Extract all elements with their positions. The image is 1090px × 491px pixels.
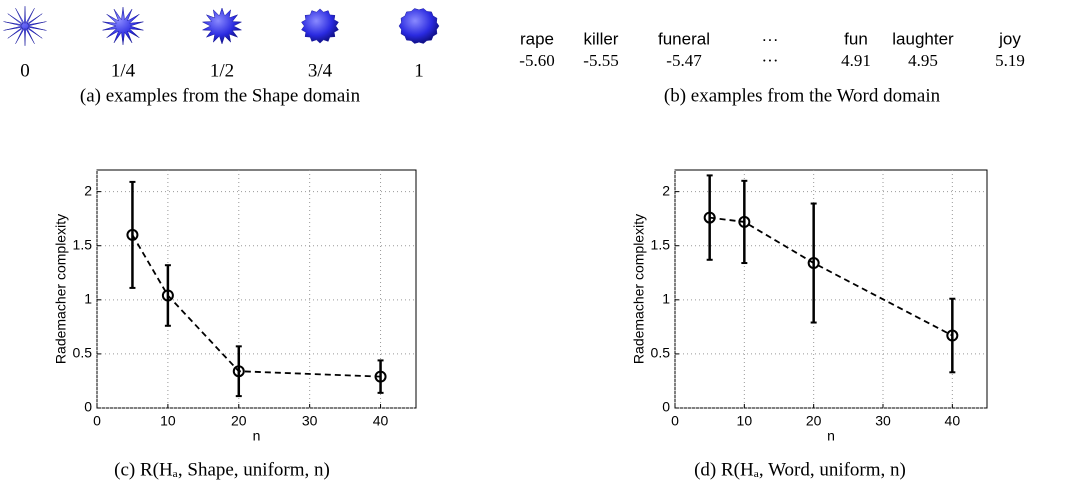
plot-area: [674, 169, 988, 409]
y-tick-label: 1: [84, 291, 92, 307]
x-axis-label: n: [827, 428, 835, 444]
x-tick-label: 30: [302, 413, 318, 429]
data-point: [126, 228, 139, 241]
shape-label: 0: [20, 60, 30, 81]
series-line: [131, 234, 381, 378]
caption: (b) examples from the Word domain: [664, 85, 941, 106]
word: ···: [762, 29, 779, 48]
y-tick-label: 0: [662, 399, 670, 415]
data-point: [161, 289, 174, 302]
x-tick-label: 10: [737, 413, 753, 429]
data-point: [374, 370, 387, 383]
series-line: [709, 216, 953, 337]
caption: (a) examples from the Shape domain: [80, 85, 361, 106]
shape-label: 3/4: [308, 60, 333, 81]
shape-icon: [301, 8, 339, 44]
word: funeral: [658, 29, 710, 48]
caption: (d) R(Hₐ, Word, uniform, n): [694, 459, 906, 480]
word-score: -5.60: [519, 51, 554, 70]
word-score: 4.95: [908, 51, 938, 70]
x-axis-label: n: [253, 428, 261, 444]
x-tick-label: 20: [231, 413, 247, 429]
y-tick-label: 0.5: [73, 345, 93, 361]
data-point: [946, 329, 959, 342]
word: rape: [520, 29, 554, 48]
x-tick-label: 20: [806, 413, 822, 429]
y-tick-label: 0.5: [651, 345, 671, 361]
y-axis-label: Rademacher complexity: [631, 214, 647, 364]
data-point: [703, 211, 716, 224]
y-tick-label: 1.5: [73, 236, 93, 252]
shape-label: 1: [414, 60, 424, 81]
x-tick-label: 40: [945, 413, 961, 429]
word: laughter: [892, 29, 954, 48]
shape-icon: [3, 6, 47, 46]
shape-label: 1/4: [111, 60, 136, 81]
shape-label: 1/2: [210, 60, 234, 81]
y-tick-label: 2: [662, 182, 670, 198]
data-point: [232, 365, 245, 378]
plot-area: [96, 169, 417, 409]
word: fun: [844, 29, 868, 48]
y-tick-label: 1.5: [651, 236, 671, 252]
x-tick-label: 0: [671, 413, 679, 429]
x-tick-label: 30: [875, 413, 891, 429]
word-score: -5.55: [583, 51, 618, 70]
word: killer: [584, 29, 619, 48]
caption: (c) R(Hₐ, Shape, uniform, n): [114, 459, 330, 480]
data-point: [807, 257, 820, 270]
y-tick-label: 2: [84, 182, 92, 198]
word: joy: [998, 29, 1021, 48]
data-point: [738, 215, 751, 228]
word-score: ···: [762, 51, 779, 70]
y-tick-label: 1: [662, 291, 670, 307]
word-score: -5.47: [666, 51, 702, 70]
x-tick-label: 10: [160, 413, 176, 429]
x-tick-label: 0: [93, 413, 101, 429]
shape-icon: [201, 7, 243, 45]
shape-icon: [102, 7, 144, 45]
shape-icon: [398, 8, 440, 44]
y-tick-label: 0: [84, 399, 92, 415]
y-axis-label: Rademacher complexity: [53, 214, 69, 364]
word-score: 4.91: [841, 51, 871, 70]
x-tick-label: 40: [373, 413, 389, 429]
word-score: 5.19: [995, 51, 1025, 70]
